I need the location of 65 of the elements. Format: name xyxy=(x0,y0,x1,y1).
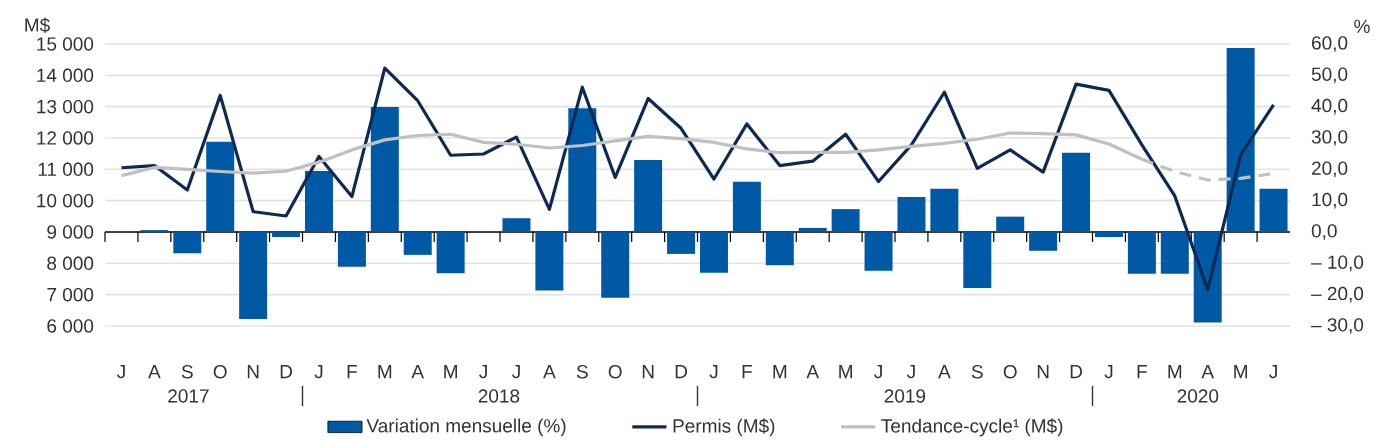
x-tick-label: N xyxy=(642,365,654,379)
x-tick-label: N xyxy=(247,365,259,379)
x-tick-label: S xyxy=(181,365,193,379)
x-tick-label: J xyxy=(479,365,487,379)
x-tick-label: J xyxy=(1269,365,1277,379)
x-tick-label: A xyxy=(1201,365,1215,379)
y-tick-label: 14 000 xyxy=(37,68,94,83)
x-tick-label: O xyxy=(213,365,227,379)
y-tick-label: 7 000 xyxy=(47,287,94,302)
x-tick-label: F xyxy=(742,365,752,379)
legend-label: Tendance-cycle¹ (M$) xyxy=(881,418,1063,437)
x-tick-label: M xyxy=(378,365,392,379)
x-tick-label: F xyxy=(347,365,357,379)
x2-tick-label: 2018 xyxy=(478,389,520,403)
x2-tick-label: 2019 xyxy=(884,389,926,403)
y-tick-label: 13 000 xyxy=(37,99,94,114)
x-tick-label: J xyxy=(1104,365,1113,379)
x-tick-label: M xyxy=(1234,365,1247,379)
x-tick-label: N xyxy=(1037,365,1049,379)
x-tick-label: D xyxy=(280,365,293,379)
y-tick-label: 11 000 xyxy=(38,162,94,177)
x-tick-label: S xyxy=(576,365,588,379)
x-tick-label: M xyxy=(444,365,457,379)
x-tick-label: O xyxy=(1003,365,1017,379)
y2-tick-label: – 20,0 xyxy=(1311,286,1364,303)
x-tick-label: J xyxy=(907,365,915,379)
x-tick-label: M xyxy=(839,365,852,379)
y2-axis-title: % xyxy=(1354,19,1370,33)
x-tick-label: D xyxy=(675,365,688,379)
x-tick-label: D xyxy=(1070,365,1083,379)
x-tick-label: A xyxy=(806,365,820,379)
x-tick-label: M xyxy=(773,365,787,379)
y2-tick-label: 60,0 xyxy=(1312,36,1348,52)
y2-tick-label: 40,0 xyxy=(1311,98,1348,115)
y-tick-label: 10 000 xyxy=(37,193,94,208)
y2-tick-label: 50,0 xyxy=(1311,67,1348,84)
y2-tick-label: – 10,0 xyxy=(1311,255,1364,272)
x-tick-label: A xyxy=(148,365,161,379)
x-tick-label: M xyxy=(1168,365,1182,379)
y2-tick-label: 20,0 xyxy=(1312,161,1348,178)
legend-label: Variation mensuelle (%) xyxy=(366,418,566,437)
x-tick-label: O xyxy=(608,365,622,379)
y-tick-label: 12 000 xyxy=(37,131,94,145)
x-tick-label: S xyxy=(971,365,983,379)
y-tick-label: 8 000 xyxy=(47,256,94,271)
x-tick-label: A xyxy=(938,365,951,379)
x-tick-label: F xyxy=(1137,365,1147,379)
x-tick-label: A xyxy=(411,365,425,379)
x-tick-label: J xyxy=(117,365,125,379)
y2-tick-label: 0,0 xyxy=(1311,224,1337,240)
y-axis-title: M$ xyxy=(25,17,50,33)
x-tick-label: J xyxy=(314,365,323,379)
x-tick-label: A xyxy=(543,365,556,379)
y-tick-label: 15 000 xyxy=(37,37,94,51)
y2-tick-label: – 30,0 xyxy=(1311,318,1364,334)
y-tick-label: 9 000 xyxy=(47,225,94,239)
x-tick-label: J xyxy=(512,365,520,379)
x-tick-label: J xyxy=(874,365,882,379)
y2-tick-label: 10,0 xyxy=(1312,192,1348,209)
x-tick-label: J xyxy=(709,365,718,379)
y-tick-label: 6 000 xyxy=(47,319,94,333)
y2-tick-label: 30,0 xyxy=(1311,130,1348,146)
x2-tick-label: 2020 xyxy=(1177,389,1219,403)
x2-tick-label: 2017 xyxy=(168,389,209,403)
legend-label: Permis (M$) xyxy=(673,418,775,437)
